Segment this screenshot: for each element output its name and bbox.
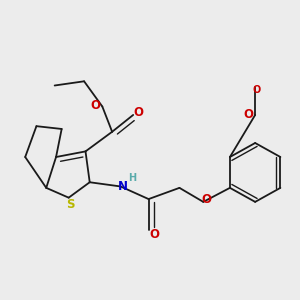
Text: O: O: [134, 106, 144, 118]
Text: O: O: [90, 99, 100, 112]
Text: O: O: [149, 228, 159, 241]
Text: S: S: [66, 198, 74, 211]
Text: N: N: [118, 180, 128, 193]
Text: H: H: [128, 173, 136, 183]
Text: O: O: [243, 108, 253, 122]
Text: O: O: [201, 193, 211, 206]
Text: O: O: [252, 85, 261, 95]
